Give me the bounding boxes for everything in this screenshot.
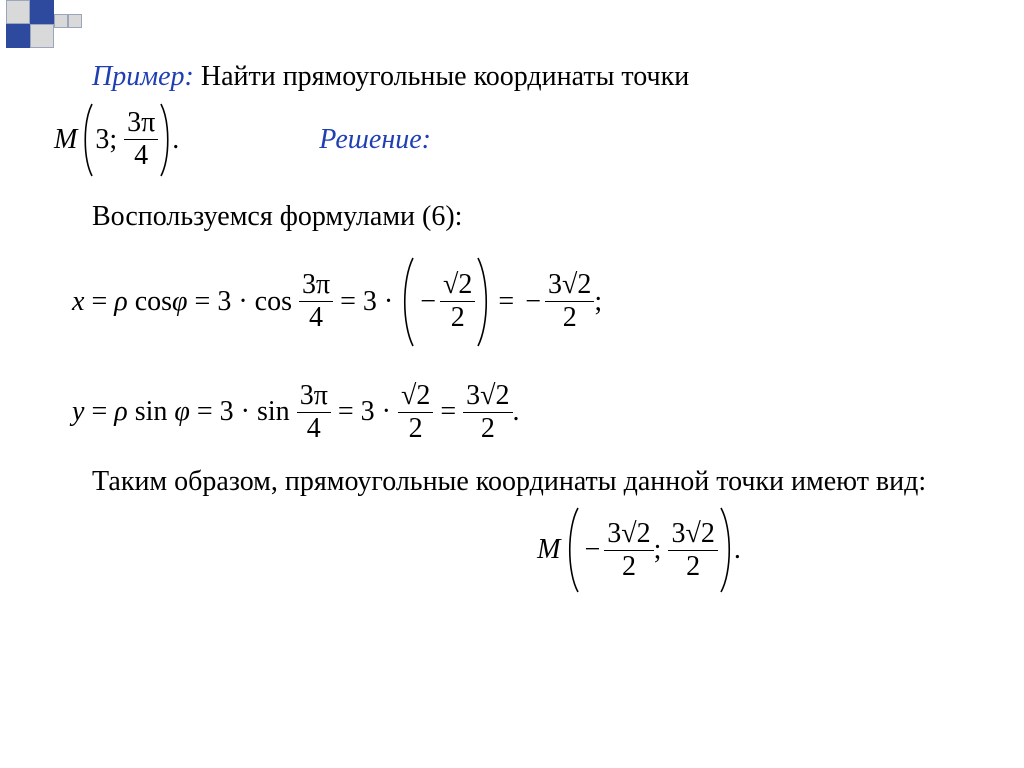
y-result: 3√2 2 xyxy=(463,382,512,443)
x-mid: √2 2 xyxy=(440,271,475,332)
example-label: Пример: xyxy=(92,61,194,92)
point-name: M xyxy=(54,124,77,156)
x-formula: x = ρ cos φ = 3 · cos 3π 4 = 3 · − √2 2 … xyxy=(72,256,984,348)
slide-content: Пример: Найти прямоугольные координаты т… xyxy=(54,58,984,594)
decorative-corner xyxy=(0,0,160,48)
point-phi: 3π 4 xyxy=(124,109,158,170)
open-paren-icon xyxy=(400,256,416,348)
close-paren-icon xyxy=(718,506,734,594)
open-paren-icon xyxy=(81,102,95,178)
point-r: 3 xyxy=(95,124,109,156)
result-x: 3√2 2 xyxy=(604,520,653,581)
example-heading: Пример: Найти прямоугольные координаты т… xyxy=(92,58,984,96)
conclusion-text: Таким образом, прямоугольные координаты … xyxy=(92,463,984,501)
close-paren-icon xyxy=(475,256,491,348)
y-formula: y = ρ sin φ = 3 · sin 3π 4 = 3 · √2 2 = … xyxy=(72,382,984,443)
point-definition-row: M 3; 3π 4 . Решение: xyxy=(54,102,984,178)
y-mid: √2 2 xyxy=(398,382,433,443)
solution-label: Решение: xyxy=(319,124,431,156)
result-point: M − 3√2 2 ; 3√2 2 . xyxy=(294,506,984,594)
x-arg: 3π 4 xyxy=(299,271,333,332)
x-result: 3√2 2 xyxy=(545,271,594,332)
y-arg: 3π 4 xyxy=(297,382,331,443)
intro-text: Воспользуемся формулами (6): xyxy=(92,198,984,236)
example-text: Найти прямоугольные координаты точки xyxy=(201,61,689,92)
close-paren-icon xyxy=(158,102,172,178)
result-y: 3√2 2 xyxy=(668,520,717,581)
open-paren-icon xyxy=(565,506,581,594)
